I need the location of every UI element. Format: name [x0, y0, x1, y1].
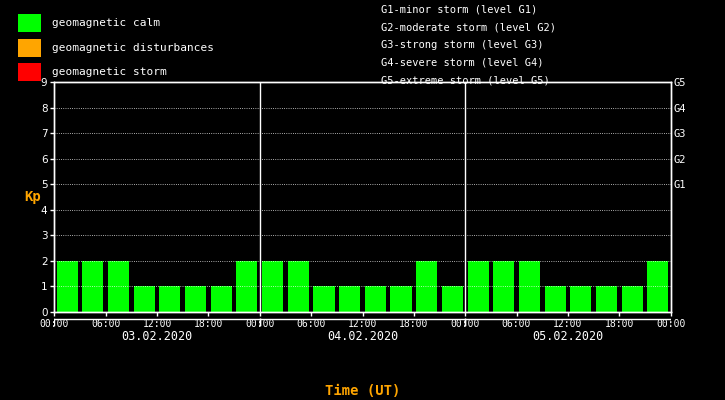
Bar: [468, 261, 489, 312]
Bar: [365, 286, 386, 312]
Bar: [442, 286, 463, 312]
Text: G1-minor storm (level G1): G1-minor storm (level G1): [381, 5, 537, 15]
Bar: [160, 286, 181, 312]
Text: 05.02.2020: 05.02.2020: [532, 330, 603, 343]
Bar: [571, 286, 592, 312]
Bar: [313, 286, 334, 312]
Bar: [544, 286, 566, 312]
Bar: [18, 38, 41, 56]
Bar: [416, 261, 437, 312]
Text: geomagnetic storm: geomagnetic storm: [52, 67, 167, 77]
Text: geomagnetic calm: geomagnetic calm: [52, 18, 160, 28]
Text: geomagnetic disturbances: geomagnetic disturbances: [52, 42, 214, 52]
Bar: [519, 261, 540, 312]
Bar: [18, 63, 41, 81]
Text: 04.02.2020: 04.02.2020: [327, 330, 398, 343]
Bar: [236, 261, 257, 312]
Bar: [647, 261, 668, 312]
Bar: [493, 261, 514, 312]
Text: G2-moderate storm (level G2): G2-moderate storm (level G2): [381, 22, 555, 32]
Bar: [83, 261, 104, 312]
Text: Time (UT): Time (UT): [325, 384, 400, 398]
Text: G4-severe storm (level G4): G4-severe storm (level G4): [381, 58, 543, 68]
Bar: [133, 286, 154, 312]
Bar: [288, 261, 309, 312]
Bar: [185, 286, 206, 312]
Text: G3-strong storm (level G3): G3-strong storm (level G3): [381, 40, 543, 50]
Text: 03.02.2020: 03.02.2020: [122, 330, 193, 343]
Bar: [621, 286, 642, 312]
Bar: [57, 261, 78, 312]
Bar: [108, 261, 129, 312]
Bar: [18, 14, 41, 32]
Y-axis label: Kp: Kp: [24, 190, 41, 204]
Bar: [596, 286, 617, 312]
Bar: [262, 261, 283, 312]
Bar: [339, 286, 360, 312]
Bar: [391, 286, 412, 312]
Text: G5-extreme storm (level G5): G5-extreme storm (level G5): [381, 75, 550, 85]
Bar: [211, 286, 232, 312]
